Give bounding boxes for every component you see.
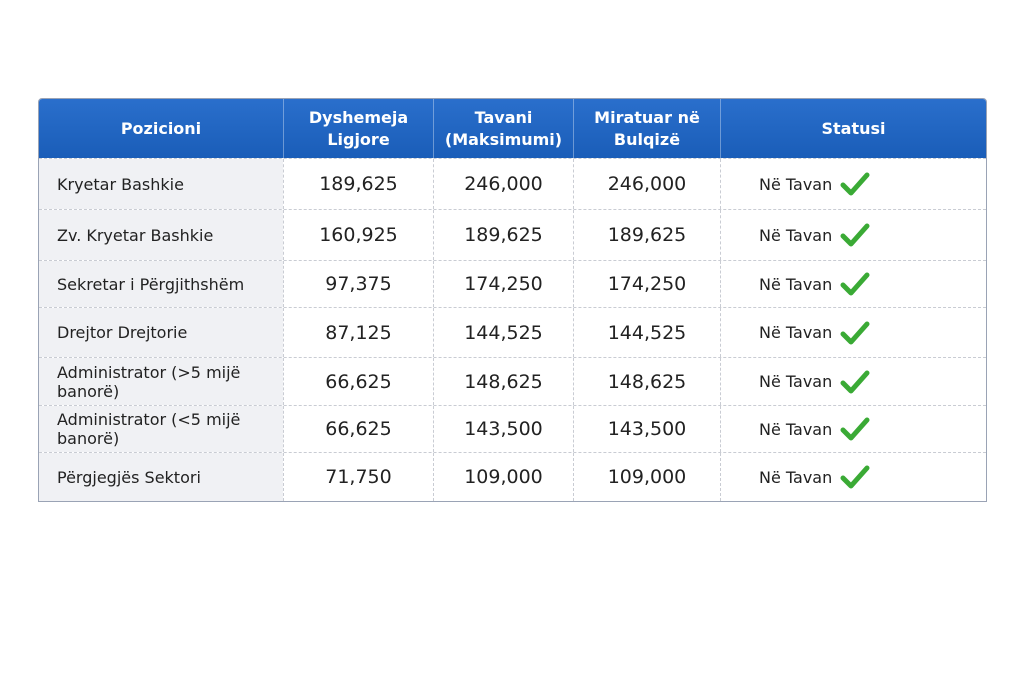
position-cell: Kryetar Bashkie bbox=[39, 159, 283, 209]
approved-cell: 174,250 bbox=[573, 261, 720, 307]
status-cell: Në Tavan bbox=[720, 453, 986, 501]
status-text: Në Tavan bbox=[759, 467, 833, 487]
approved-cell: 148,625 bbox=[573, 358, 720, 405]
status-cell: Në Tavan bbox=[720, 406, 986, 452]
position-cell: Zv. Kryetar Bashkie bbox=[39, 210, 283, 260]
position-cell: Përgjegjës Sektori bbox=[39, 453, 283, 501]
approved-cell: 189,625 bbox=[573, 210, 720, 260]
floor-cell: 66,625 bbox=[283, 406, 433, 452]
status-text: Në Tavan bbox=[759, 372, 833, 391]
checkmark-icon bbox=[840, 417, 870, 441]
position-cell: Administrator (>5 mijë banorë) bbox=[39, 358, 283, 405]
approved-cell: 144,525 bbox=[573, 308, 720, 357]
status-cell: Në Tavan bbox=[720, 308, 986, 357]
ceiling-cell: 144,525 bbox=[433, 308, 573, 357]
status-cell: Në Tavan bbox=[720, 210, 986, 260]
header-position: Pozicioni bbox=[120, 118, 202, 138]
ceiling-cell: 143,500 bbox=[433, 406, 573, 452]
ceiling-cell: 189,625 bbox=[433, 210, 573, 260]
status-cell: Në Tavan bbox=[720, 358, 986, 405]
header-status: Statusi bbox=[720, 99, 986, 158]
position-cell: Drejtor Drejtorie bbox=[39, 308, 283, 357]
ceiling-cell: 246,000 bbox=[433, 159, 573, 209]
status-cell: Në Tavan bbox=[720, 159, 986, 209]
status-text: Në Tavan bbox=[759, 174, 833, 194]
ceiling-cell: 148,625 bbox=[433, 358, 573, 405]
floor-cell: 189,625 bbox=[283, 159, 433, 209]
approved-cell: 143,500 bbox=[573, 406, 720, 452]
table-row: Sekretar i Përgjithshëm 97,375 174,250 1… bbox=[39, 260, 986, 307]
status-text: Në Tavan bbox=[759, 225, 833, 245]
ceiling-cell: 109,000 bbox=[433, 453, 573, 501]
header-legal-floor: Dyshemeja Ligjore bbox=[283, 99, 433, 158]
approved-cell: 246,000 bbox=[573, 159, 720, 209]
table-header: Pozicioni Dyshemeja Ligjore Tavani (Maks… bbox=[39, 99, 986, 158]
checkmark-icon bbox=[840, 465, 870, 489]
table-row: Kryetar Bashkie 189,625 246,000 246,000 … bbox=[39, 158, 986, 209]
table-row: Përgjegjës Sektori 71,750 109,000 109,00… bbox=[39, 452, 986, 501]
checkmark-icon bbox=[840, 321, 870, 344]
header-approved: Miratuar në Bulqizë bbox=[573, 99, 720, 158]
status-cell: Në Tavan bbox=[720, 261, 986, 307]
floor-cell: 97,375 bbox=[283, 261, 433, 307]
floor-cell: 87,125 bbox=[283, 308, 433, 357]
approved-cell: 109,000 bbox=[573, 453, 720, 501]
checkmark-icon bbox=[840, 370, 870, 393]
checkmark-icon bbox=[840, 272, 870, 296]
position-cell: Sekretar i Përgjithshëm bbox=[39, 261, 283, 307]
floor-cell: 160,925 bbox=[283, 210, 433, 260]
status-text: Në Tavan bbox=[759, 274, 833, 294]
table-row: Drejtor Drejtorie 87,125 144,525 144,525… bbox=[39, 307, 986, 357]
position-cell: Administrator (<5 mijë banorë) bbox=[39, 406, 283, 452]
status-text: Në Tavan bbox=[759, 323, 833, 342]
table-row: Administrator (<5 mijë banorë) 66,625 14… bbox=[39, 405, 986, 452]
table-row: Administrator (>5 mijë banorë) 66,625 14… bbox=[39, 357, 986, 405]
ceiling-cell: 174,250 bbox=[433, 261, 573, 307]
checkmark-icon bbox=[840, 223, 870, 247]
header-ceiling: Tavani (Maksimumi) bbox=[433, 99, 573, 158]
checkmark-icon bbox=[840, 172, 870, 196]
salary-table: Pozicioni Dyshemeja Ligjore Tavani (Maks… bbox=[38, 98, 987, 502]
table-row: Zv. Kryetar Bashkie 160,925 189,625 189,… bbox=[39, 209, 986, 260]
status-text: Në Tavan bbox=[759, 419, 833, 439]
floor-cell: 66,625 bbox=[283, 358, 433, 405]
floor-cell: 71,750 bbox=[283, 453, 433, 501]
